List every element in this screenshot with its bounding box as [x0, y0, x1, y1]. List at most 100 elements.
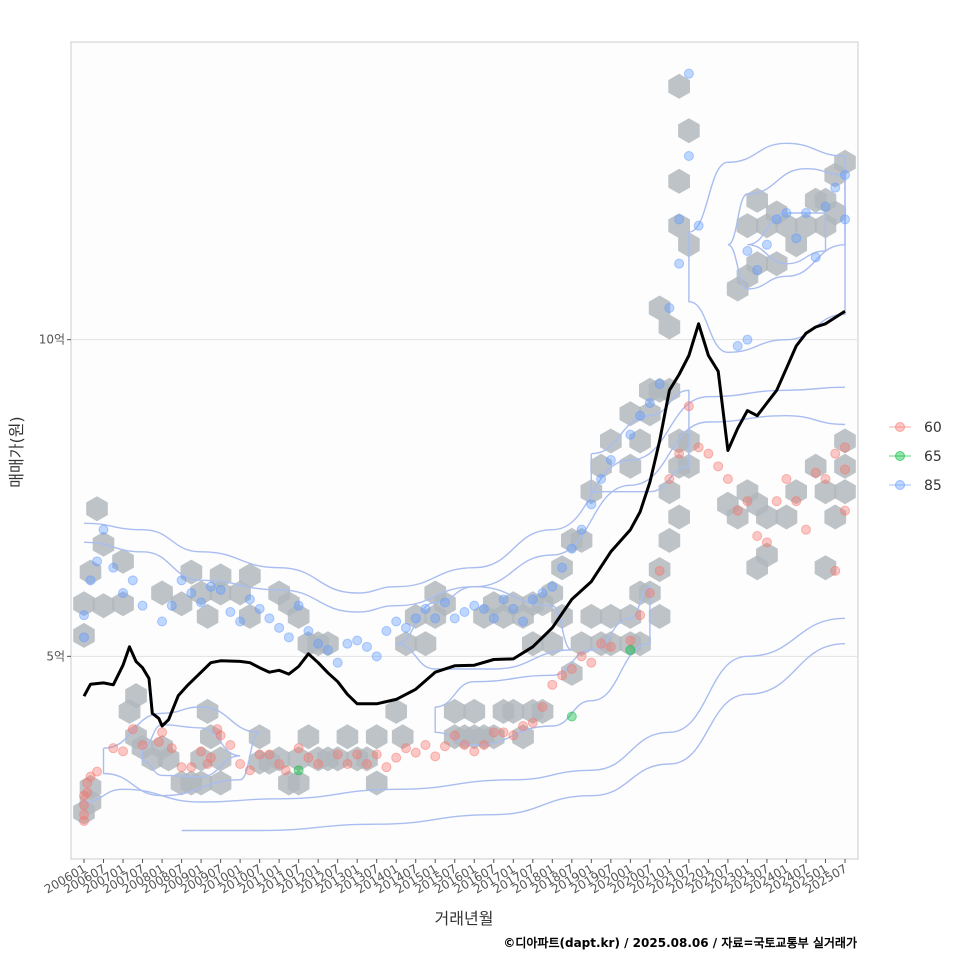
hexbin-cell [648, 603, 671, 629]
point-series-60 [703, 448, 714, 459]
point-series-85 [85, 575, 96, 586]
point-series-60 [391, 752, 402, 763]
hexbin-cell [79, 774, 102, 800]
hexbin-cell [580, 603, 603, 629]
hexbin-cell [541, 631, 564, 657]
point-series-85 [791, 233, 802, 244]
hexbin-cell [86, 496, 108, 522]
point-series-85 [635, 410, 646, 421]
point-series-60 [683, 401, 694, 412]
hexbin-cell [336, 724, 359, 750]
legend-key-point [895, 422, 905, 432]
x-axis-ticks: 2006012006072007012007072008012008072009… [42, 859, 849, 897]
point-series-60 [498, 727, 509, 738]
point-series-60 [742, 496, 753, 507]
y-tick-label: 5억 [46, 649, 65, 663]
hexbin-cell [795, 213, 817, 239]
point-series-85 [820, 201, 831, 212]
point-series-60 [280, 765, 291, 776]
density-contour [141, 723, 241, 778]
point-series-60 [137, 740, 148, 750]
point-series-85 [518, 616, 529, 627]
hexbin-cell [736, 213, 759, 239]
point-series-85 [683, 68, 694, 79]
point-series-85 [371, 651, 382, 662]
point-series-85 [781, 208, 792, 218]
point-series-85 [196, 597, 207, 608]
point-series-85 [430, 613, 441, 624]
hexbin-cell [112, 591, 134, 617]
point-series-60 [82, 787, 93, 798]
density-contour [102, 706, 260, 797]
point-series-85 [508, 603, 519, 614]
point-series-60 [381, 762, 392, 773]
point-series-60 [644, 588, 655, 598]
point-series-60 [303, 752, 314, 763]
point-series-60 [537, 702, 548, 712]
hexbin-cell [541, 580, 564, 606]
density-contour [83, 617, 846, 803]
hexbin-cell [668, 168, 690, 194]
point-series-65 [566, 711, 577, 722]
point-series-60 [761, 537, 772, 548]
point-series-85 [449, 613, 460, 624]
point-series-85 [118, 588, 129, 598]
hexbin-cell [678, 118, 700, 144]
point-series-85 [742, 334, 753, 345]
point-series-60 [459, 740, 470, 750]
hexbin-cell [287, 603, 310, 629]
point-series-85 [537, 588, 548, 598]
hexbin-cell [73, 591, 95, 617]
point-series-85 [157, 616, 168, 627]
point-series-85 [79, 632, 90, 643]
hexbin-cell [600, 603, 622, 629]
point-series-60 [596, 638, 607, 649]
point-series-60 [488, 727, 499, 738]
hexbin-cell [658, 527, 681, 553]
point-series-60 [449, 730, 460, 741]
y-tick-label: 10억 [39, 333, 65, 347]
point-series-60 [664, 474, 675, 484]
hexbin-cell [125, 683, 147, 709]
hexbin-cell [834, 479, 856, 505]
point-series-60 [820, 474, 831, 484]
point-series-60 [830, 448, 841, 459]
point-series-60 [205, 752, 216, 763]
point-series-85 [176, 575, 187, 586]
hexbin-cell [668, 213, 690, 239]
hexbin-cell [317, 631, 339, 657]
point-series-85 [332, 657, 343, 668]
hexbin-cell [619, 603, 642, 629]
point-series-60 [342, 759, 353, 769]
point-series-85 [322, 645, 333, 655]
point-series-85 [283, 632, 294, 643]
scatter-points [79, 68, 850, 826]
point-series-85 [293, 600, 304, 611]
point-series-85 [674, 214, 685, 225]
point-series-85 [752, 265, 763, 275]
hexbin-cell [287, 770, 310, 796]
hexbin-cell [668, 73, 690, 99]
point-series-60 [352, 749, 363, 760]
point-series-60 [469, 746, 480, 757]
hexbin-cell [443, 698, 466, 724]
trend-line [82, 309, 846, 728]
point-series-85 [244, 594, 255, 605]
point-series-85 [342, 638, 353, 649]
point-series-85 [254, 603, 265, 614]
hexbin-cell [785, 479, 807, 505]
point-series-85 [137, 600, 148, 611]
point-series-60 [225, 740, 236, 750]
point-series-60 [254, 749, 265, 760]
point-series-60 [332, 749, 343, 760]
point-series-60 [293, 743, 304, 754]
hexbin-cell [639, 401, 661, 427]
point-series-85 [205, 581, 216, 592]
point-series-85 [654, 379, 665, 389]
point-series-85 [830, 182, 841, 193]
hexbin-cell [834, 428, 856, 454]
point-series-60 [674, 448, 685, 459]
hexbin-cell [746, 251, 768, 277]
hexbin-cell [756, 542, 778, 568]
